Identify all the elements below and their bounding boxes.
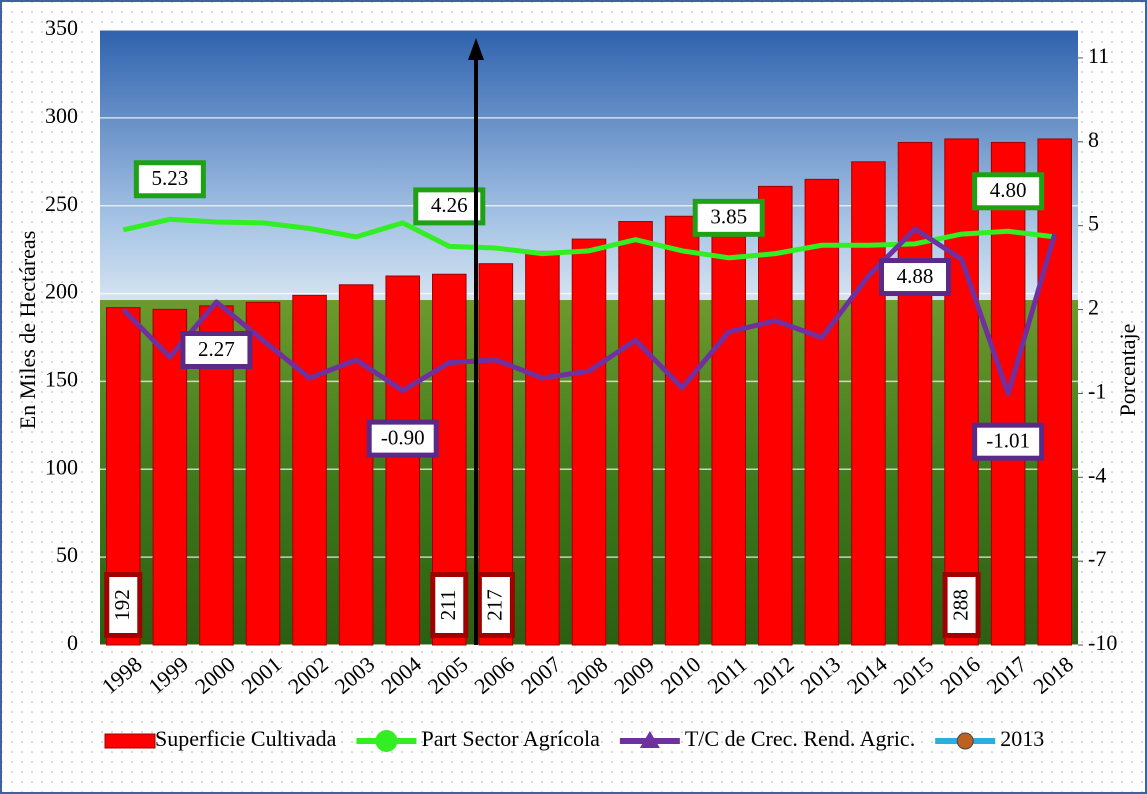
y2-tick-label: 5	[1088, 211, 1099, 236]
legend-label: Part Sector Agrícola	[421, 726, 600, 751]
legend-item: 2013	[935, 726, 1044, 751]
legend-label: 2013	[1000, 726, 1044, 751]
value-label-text: 217	[483, 589, 507, 621]
value-label: 2.27	[180, 330, 253, 369]
y-axis-label: En Miles de Hectáreas	[15, 231, 40, 430]
legend-marker	[375, 730, 398, 752]
bar	[338, 284, 374, 646]
label-box	[138, 165, 201, 194]
bar	[897, 141, 933, 646]
value-label: 288	[942, 572, 981, 638]
bar	[851, 161, 886, 646]
label-box	[977, 427, 1040, 456]
label-box	[977, 177, 1040, 206]
y2-tick-label: 11	[1088, 43, 1109, 68]
bar	[525, 250, 560, 646]
value-label-text: 211	[436, 590, 460, 621]
value-label: 4.26	[413, 187, 486, 226]
label-box	[697, 203, 760, 232]
y-tick-label: 50	[56, 542, 78, 567]
value-label-text: -0.90	[381, 425, 425, 449]
bar	[385, 275, 420, 646]
value-label: 211	[430, 572, 469, 638]
legend-item: Part Sector Agrícola	[356, 726, 600, 752]
value-label-text: 288	[948, 589, 972, 621]
y-tick-label: 100	[45, 454, 78, 479]
label-box	[109, 577, 138, 633]
bar	[1037, 138, 1072, 646]
label-box	[418, 192, 481, 221]
label-box	[371, 424, 434, 453]
legend-marker	[956, 732, 974, 750]
bar	[664, 215, 700, 646]
value-label-text: 5.23	[151, 166, 188, 190]
label-box	[435, 577, 464, 633]
label-box	[185, 335, 248, 364]
y2-tick-label: -10	[1088, 630, 1117, 655]
legend-swatch	[104, 733, 156, 749]
y2-tick-label: -1	[1088, 378, 1106, 403]
y-tick-label: 300	[45, 103, 78, 128]
label-box	[947, 577, 976, 633]
value-label-text: 2.27	[198, 337, 235, 361]
bar	[571, 238, 607, 646]
legend-label: Superficie Cultivada	[155, 726, 337, 751]
bar	[292, 294, 327, 646]
bar	[758, 185, 793, 646]
bar	[711, 205, 746, 646]
bar	[804, 178, 840, 646]
label-box	[481, 577, 510, 633]
value-label-text: 4.88	[897, 264, 934, 288]
value-label: 4.80	[972, 172, 1045, 211]
y-tick-label: 200	[45, 279, 78, 304]
value-label: 3.85	[692, 198, 765, 237]
label-box	[884, 263, 946, 292]
plot: 050100150200250300350-10-7-4-12581119981…	[45, 15, 1117, 752]
value-label: -1.01	[972, 422, 1045, 461]
bar	[944, 138, 979, 646]
y-tick-label: 0	[67, 630, 78, 655]
value-label-text: 4.80	[990, 178, 1027, 202]
value-label: 4.88	[879, 258, 951, 297]
y-tick-label: 250	[45, 191, 78, 216]
bar	[618, 221, 653, 646]
y-tick-label: 150	[45, 366, 78, 391]
legend-item: T/C de Crec. Rend. Agric.	[619, 726, 915, 751]
value-label-text: -1.01	[986, 429, 1030, 453]
legend-item: Superficie Cultivada	[104, 726, 337, 751]
y2-tick-label: -4	[1088, 462, 1106, 487]
line	[121, 226, 1058, 397]
legend-marker	[639, 731, 660, 748]
value-label: -0.90	[366, 419, 439, 458]
legend-label: T/C de Crec. Rend. Agric.	[685, 726, 915, 751]
value-label: 217	[476, 572, 515, 638]
y2-tick-label: 2	[1088, 295, 1099, 320]
value-label: 5.23	[133, 160, 206, 199]
value-label-text: 3.85	[710, 205, 747, 229]
y2-tick-label: -7	[1088, 546, 1106, 571]
y2-axis-label: Porcentaje	[1115, 324, 1140, 417]
value-label: 192	[104, 572, 143, 638]
value-label-text: 192	[110, 589, 134, 621]
y-tick-label: 350	[45, 15, 78, 40]
arrow-head	[468, 38, 484, 60]
y2-tick-label: 8	[1088, 127, 1099, 152]
value-label-text: 4.26	[431, 193, 468, 217]
